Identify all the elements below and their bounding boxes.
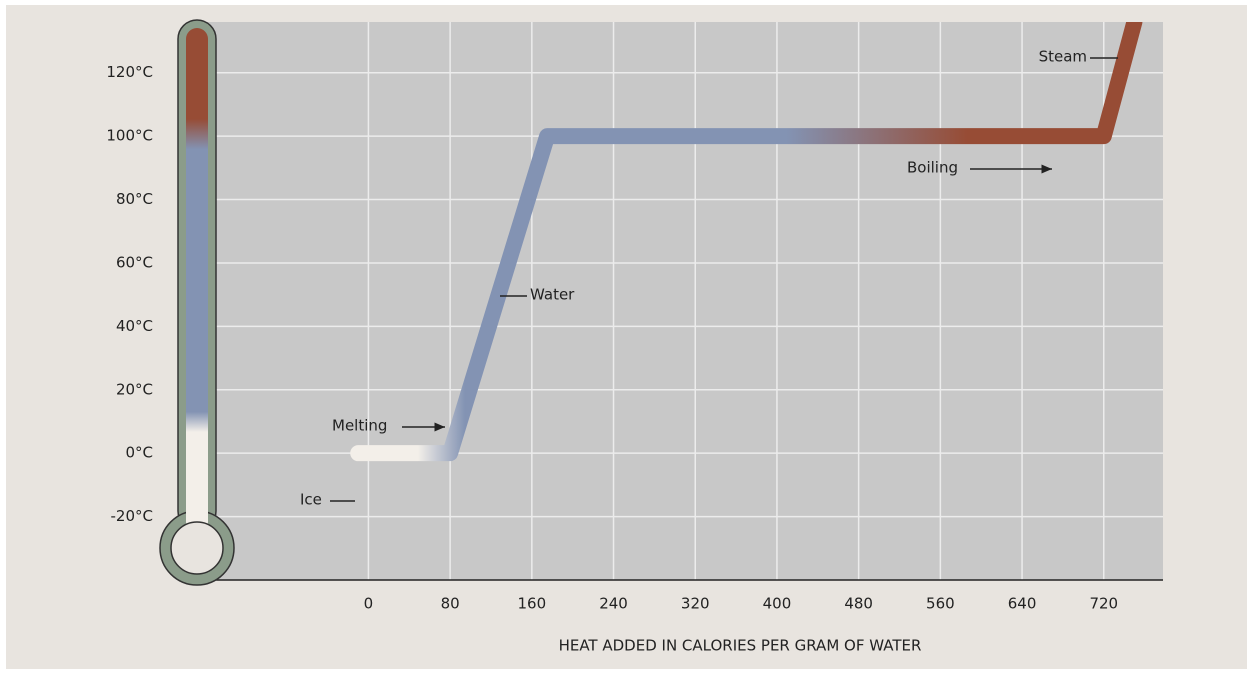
y-tick-label: 60°C [116,253,153,271]
x-tick-label: 320 [681,595,710,613]
x-tick-label: 720 [1089,595,1118,613]
x-tick-label: 240 [599,595,628,613]
x-tick-label: 400 [763,595,792,613]
annotation: Steam [1039,48,1087,66]
x-tick-label: 480 [844,595,873,613]
x-tick-label: 80 [441,595,460,613]
y-tick-label: -20°C [111,507,153,525]
y-tick-label: 80°C [116,190,153,208]
y-tick-label: 100°C [106,127,153,145]
annotation: Ice [300,491,322,509]
plot-area [205,22,1163,580]
y-tick-label: 20°C [116,380,153,398]
y-tick-label: 120°C [106,63,153,81]
y-tick-label: 0°C [125,444,153,462]
y-tick-label: 40°C [116,317,153,335]
annotation: Melting [332,417,387,435]
x-tick-label: 160 [518,595,547,613]
x-tick-label: 560 [926,595,955,613]
chart: HEAT ADDED IN CALORIES PER GRAM OF WATER… [0,0,1253,674]
x-axis-label: HEAT ADDED IN CALORIES PER GRAM OF WATER [559,637,922,655]
annotation: Boiling [907,159,958,177]
x-tick-label: 640 [1008,595,1037,613]
annotation: Water [530,286,575,304]
x-tick-label: 0 [364,595,374,613]
